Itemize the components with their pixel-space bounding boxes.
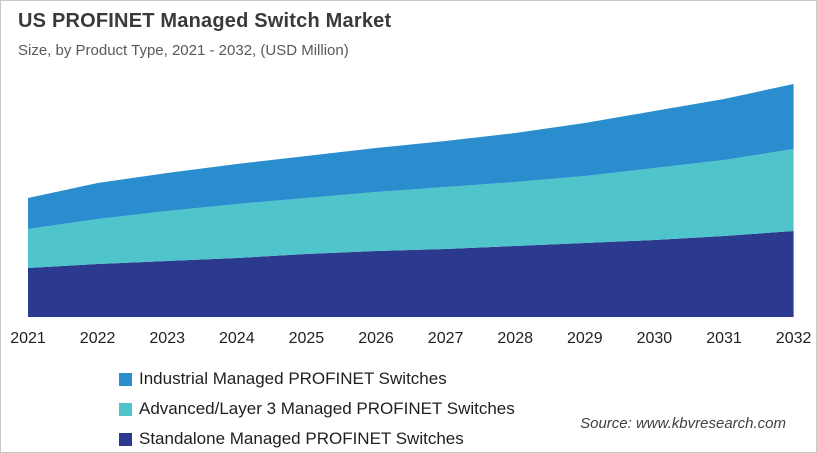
x-axis-label-2029: 2029 [567, 330, 603, 347]
page-subtitle: Size, by Product Type, 2021 - 2032, (USD… [18, 42, 349, 59]
x-axis: 2021 2022 2023 2024 2025 2026 2027 2028 2029 2030… [1, 330, 816, 348]
x-axis-label-2023: 2023 [149, 330, 185, 347]
x-axis-label-2030: 2030 [636, 330, 673, 347]
legend-swatch-advanced-layer3 [119, 402, 132, 416]
area-series-2 [28, 84, 794, 229]
legend-label-standalone: Standalone Managed PROFINET Switches [139, 429, 464, 448]
source-attribution: Source: www.kbvresearch.com [580, 415, 786, 432]
x-axis-label-2022: 2022 [79, 330, 116, 347]
x-axis-label-2028: 2028 [497, 330, 533, 347]
area-series-1 [28, 149, 794, 268]
legend-item-advanced-layer3: Advanced/Layer 3 Managed PROFINET Switch… [119, 394, 515, 424]
page-title: US PROFINET Managed Switch Market [18, 10, 392, 32]
x-axis-label-2025: 2025 [288, 330, 325, 347]
chart-legend: Industrial Managed PROFINET Switches Adv… [119, 364, 515, 452]
x-axis-label-2031: 2031 [706, 330, 742, 347]
legend-item-standalone: Standalone Managed PROFINET Switches [119, 424, 515, 452]
legend-swatch-industrial [119, 372, 132, 386]
x-axis-label-2027: 2027 [427, 330, 464, 347]
x-axis-label-2032: 2032 [775, 330, 812, 347]
legend-label-industrial: Industrial Managed PROFINET Switches [139, 369, 447, 388]
legend-item-industrial: Industrial Managed PROFINET Switches [119, 364, 515, 394]
x-axis-label-2024: 2024 [219, 330, 255, 347]
x-axis-label-2026: 2026 [358, 330, 394, 347]
legend-swatch-standalone [119, 432, 132, 446]
legend-label-advanced-layer3: Advanced/Layer 3 Managed PROFINET Switch… [139, 399, 515, 418]
x-axis-label-2021: 2021 [10, 330, 46, 347]
area-series-0 [28, 231, 794, 317]
